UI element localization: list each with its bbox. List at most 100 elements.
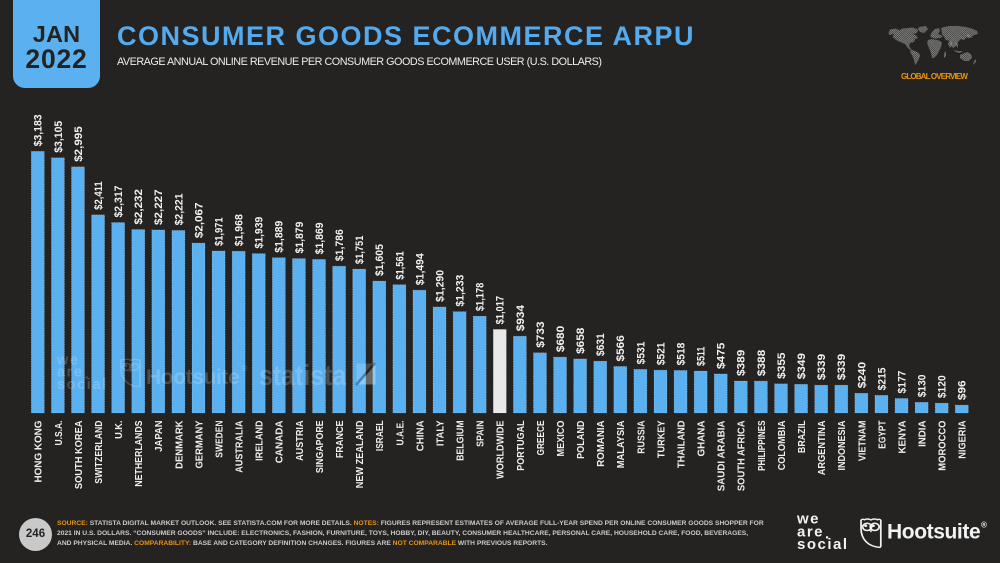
svg-text:ARGENTINA: ARGENTINA xyxy=(817,420,828,475)
svg-text:$1,290: $1,290 xyxy=(434,270,446,302)
svg-text:®: ® xyxy=(242,364,248,373)
svg-text:$531: $531 xyxy=(635,342,647,365)
svg-text:$3,105: $3,105 xyxy=(53,121,65,153)
svg-text:AUSTRIA: AUSTRIA xyxy=(295,420,306,461)
svg-text:PORTUGAL: PORTUGAL xyxy=(516,421,527,471)
svg-text:COLOMBIA: COLOMBIA xyxy=(777,420,788,470)
svg-text:GREECE: GREECE xyxy=(536,420,547,455)
svg-text:$566: $566 xyxy=(615,335,627,361)
svg-text:are.: are. xyxy=(57,365,90,383)
svg-text:RUSSIA: RUSSIA xyxy=(636,420,647,454)
svg-text:$658: $658 xyxy=(575,328,587,354)
svg-text:SAUDI ARABIA: SAUDI ARABIA xyxy=(717,420,728,491)
svg-text:$1,561: $1,561 xyxy=(394,251,406,280)
svg-text:U.S.A.: U.S.A. xyxy=(54,420,65,445)
svg-text:$240: $240 xyxy=(856,362,868,388)
svg-text:NETHERLANDS: NETHERLANDS xyxy=(134,420,145,486)
svg-text:Hootsuite: Hootsuite xyxy=(887,521,980,544)
svg-text:$215: $215 xyxy=(876,368,888,391)
svg-text:$355: $355 xyxy=(776,353,788,379)
svg-text:$1,233: $1,233 xyxy=(455,275,467,307)
svg-text:BELGIUM: BELGIUM xyxy=(456,421,467,461)
svg-text:$120: $120 xyxy=(937,375,949,398)
svg-text:MOROCCO: MOROCCO xyxy=(938,421,949,471)
svg-text:CHINA: CHINA xyxy=(415,420,426,451)
svg-text:$1,751: $1,751 xyxy=(354,236,366,265)
svg-text:DENMARK: DENMARK xyxy=(174,420,185,469)
svg-text:social: social xyxy=(57,377,108,393)
svg-text:$2,317: $2,317 xyxy=(113,186,125,218)
svg-text:$680: $680 xyxy=(555,326,567,352)
svg-text:SWITZERLAND: SWITZERLAND xyxy=(94,421,105,484)
svg-text:BRAZIL: BRAZIL xyxy=(797,421,808,454)
svg-text:GERMANY: GERMANY xyxy=(194,420,205,468)
svg-text:VIETNAM: VIETNAM xyxy=(857,421,868,462)
svg-text:$1,017: $1,017 xyxy=(495,296,507,325)
svg-text:$521: $521 xyxy=(655,342,667,365)
svg-text:$388: $388 xyxy=(756,350,768,376)
svg-text:$475: $475 xyxy=(716,343,728,369)
svg-text:SOUTH AFRICA: SOUTH AFRICA xyxy=(737,420,748,491)
svg-text:MEXICO: MEXICO xyxy=(556,421,567,457)
svg-text:ITALY: ITALY xyxy=(435,420,446,446)
svg-text:$1,869: $1,869 xyxy=(314,222,326,254)
svg-text:$1,786: $1,786 xyxy=(334,229,346,261)
svg-text:$1,178: $1,178 xyxy=(475,283,487,312)
svg-text:INDIA: INDIA xyxy=(918,420,929,447)
svg-text:$389: $389 xyxy=(736,350,748,376)
svg-text:GHANA: GHANA xyxy=(697,420,708,457)
svg-text:ISRAEL: ISRAEL xyxy=(375,421,386,452)
svg-text:$518: $518 xyxy=(675,343,687,366)
svg-text:$631: $631 xyxy=(595,333,607,356)
svg-text:AUSTRALIA: AUSTRALIA xyxy=(235,420,246,473)
svg-text:SPAIN: SPAIN xyxy=(476,421,487,447)
svg-text:$2,067: $2,067 xyxy=(193,203,205,239)
svg-text:POLAND: POLAND xyxy=(576,421,587,459)
svg-text:Hootsuite: Hootsuite xyxy=(146,366,239,389)
svg-text:we: we xyxy=(796,511,820,528)
svg-text:TURKEY: TURKEY xyxy=(656,420,667,458)
svg-text:we: we xyxy=(56,353,80,369)
svg-text:$339: $339 xyxy=(836,354,848,380)
svg-text:$96: $96 xyxy=(957,380,969,400)
svg-text:$2,232: $2,232 xyxy=(133,189,145,225)
svg-text:FRANCE: FRANCE xyxy=(335,420,346,458)
svg-text:$339: $339 xyxy=(816,354,828,380)
svg-text:THAILAND: THAILAND xyxy=(676,421,687,469)
svg-text:INDONESIA: INDONESIA xyxy=(837,420,848,470)
svg-text:$1,879: $1,879 xyxy=(294,222,306,254)
svg-text:$2,411: $2,411 xyxy=(93,181,105,210)
svg-text:NIGERIA: NIGERIA xyxy=(958,420,969,459)
svg-text:PHILIPPINES: PHILIPPINES xyxy=(757,420,768,470)
svg-text:$1,889: $1,889 xyxy=(274,221,286,253)
svg-text:KENYA: KENYA xyxy=(897,420,908,454)
svg-text:$349: $349 xyxy=(796,353,808,379)
svg-text:IRELAND: IRELAND xyxy=(255,421,266,461)
svg-text:ROMANIA: ROMANIA xyxy=(596,420,607,467)
svg-text:social: social xyxy=(797,536,849,553)
svg-text:$1,494: $1,494 xyxy=(414,252,426,285)
svg-text:U.K.: U.K. xyxy=(114,420,125,439)
svg-text:JAPAN: JAPAN xyxy=(154,421,165,452)
svg-text:statista: statista xyxy=(259,359,347,391)
svg-text:NEW ZEALAND: NEW ZEALAND xyxy=(355,421,366,489)
svg-text:$2,221: $2,221 xyxy=(173,193,185,225)
svg-text:$511: $511 xyxy=(696,347,708,366)
svg-text:$1,968: $1,968 xyxy=(234,214,246,246)
svg-text:U.A.E.: U.A.E. xyxy=(395,420,406,445)
svg-text:are.: are. xyxy=(797,523,831,542)
svg-text:®: ® xyxy=(981,521,987,530)
svg-text:$177: $177 xyxy=(896,371,908,394)
svg-text:$1,939: $1,939 xyxy=(254,217,266,249)
svg-text:$3,183: $3,183 xyxy=(33,114,45,146)
svg-text:WORLDWIDE: WORLDWIDE xyxy=(496,420,507,479)
svg-text:HONG KONG: HONG KONG xyxy=(34,421,45,483)
svg-text:$1,971: $1,971 xyxy=(213,217,225,246)
svg-text:SWEDEN: SWEDEN xyxy=(214,421,225,458)
svg-text:$733: $733 xyxy=(535,321,547,347)
svg-text:SOUTH KOREA: SOUTH KOREA xyxy=(74,420,85,489)
svg-text:$130: $130 xyxy=(917,375,929,398)
svg-text:MALAYSIA: MALAYSIA xyxy=(616,420,627,468)
svg-text:$2,227: $2,227 xyxy=(153,189,165,225)
svg-text:CANADA: CANADA xyxy=(275,420,286,463)
